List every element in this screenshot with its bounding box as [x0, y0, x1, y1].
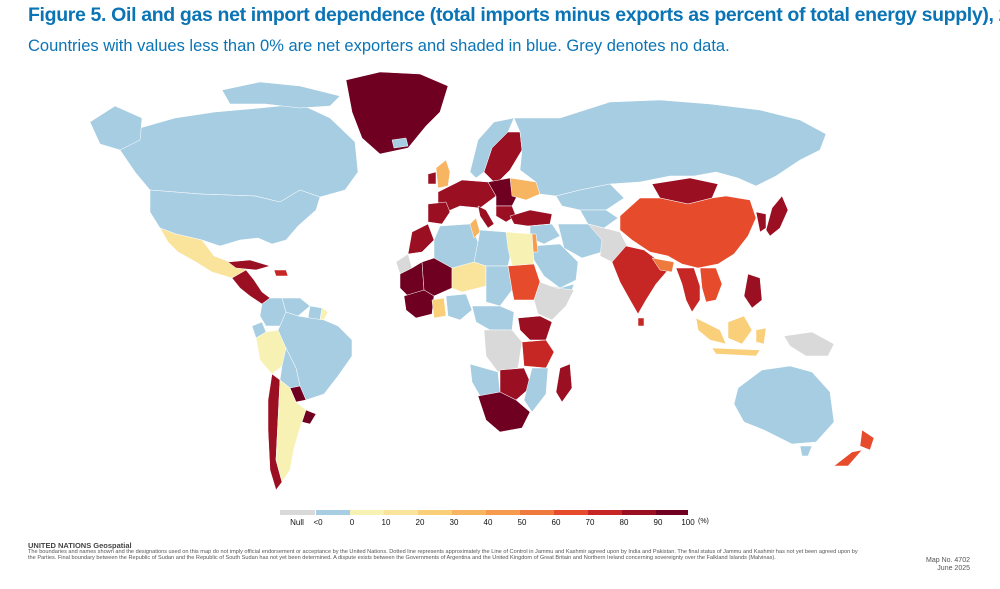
- united-kingdom: [435, 159, 451, 189]
- iceland: [391, 137, 409, 149]
- legend-label-40: 40: [483, 518, 493, 527]
- italy: [477, 205, 495, 229]
- turkey: [509, 209, 553, 227]
- southern-africa: [477, 391, 531, 433]
- brazil: [277, 311, 353, 401]
- alaska: [89, 105, 143, 151]
- tasmania: [799, 445, 813, 457]
- sulawesi: [755, 327, 767, 345]
- legend-swatch-c70-80: [588, 510, 622, 515]
- canada: [119, 103, 359, 203]
- legend-swatch-c10-20: [384, 510, 418, 515]
- west-africa-coast: [403, 289, 435, 319]
- footer-disclaimer: The boundaries and names shown and the d…: [28, 549, 858, 562]
- map-number-text: Map No. 4702: [926, 557, 970, 564]
- saudi-arabia: [531, 243, 579, 289]
- niger: [451, 261, 487, 293]
- canadian-arctic-islands: [221, 81, 341, 109]
- legend-label-80: 80: [619, 518, 629, 527]
- legend-label-90: 90: [653, 518, 663, 527]
- ethiopia-horn: [533, 281, 575, 321]
- java: [711, 347, 761, 357]
- morocco: [407, 223, 435, 255]
- map-legend: Null <0 0 10 20 30 40 50 60 70 80 90 100…: [280, 510, 740, 530]
- uruguay: [301, 409, 317, 425]
- borneo: [727, 315, 753, 345]
- tanzania: [521, 339, 555, 369]
- legend-swatch-c80-90: [622, 510, 656, 515]
- legend-swatch-c40-50: [486, 510, 520, 515]
- ireland: [427, 171, 437, 185]
- iberia: [427, 201, 451, 225]
- legend-label-50: 50: [517, 518, 527, 527]
- legend-label-10: 10: [381, 518, 391, 527]
- laos-vietnam: [699, 267, 723, 303]
- central-asia: [579, 209, 619, 229]
- legend-swatch-c90-100: [656, 510, 688, 515]
- map-date: June 2025: [937, 565, 970, 572]
- central-african-republic: [471, 305, 515, 331]
- legend-unit: (%): [698, 518, 709, 525]
- philippines: [743, 273, 763, 309]
- cuba: [227, 259, 271, 271]
- dr-congo: [483, 329, 523, 373]
- legend-label-0: 0: [349, 518, 355, 527]
- argentina: [275, 379, 307, 483]
- egypt: [505, 231, 535, 267]
- myanmar-thailand: [675, 267, 701, 313]
- malaysia-sumatra: [695, 317, 727, 345]
- legend-label-70: 70: [585, 518, 595, 527]
- legend-label-20: 20: [415, 518, 425, 527]
- russia: [513, 99, 827, 197]
- hispaniola: [273, 269, 289, 277]
- legend-null-swatch: [280, 510, 315, 515]
- legend-swatch-c50-60: [520, 510, 554, 515]
- uganda-kenya: [517, 315, 553, 341]
- legend-label-60: 60: [551, 518, 561, 527]
- nigeria: [445, 293, 473, 321]
- new-zealand-north: [859, 429, 875, 451]
- venezuela: [281, 297, 311, 317]
- zambia-zimbabwe: [499, 367, 533, 401]
- china: [619, 195, 757, 269]
- kazakhstan: [555, 183, 625, 211]
- legend-label-100: 100: [681, 518, 695, 527]
- new-guinea: [783, 331, 835, 357]
- legend-label-30: 30: [449, 518, 459, 527]
- legend-swatch-exporter: [316, 510, 350, 515]
- figure-subtitle: Countries with values less than 0% are n…: [28, 37, 730, 55]
- legend-swatch-c60-70: [554, 510, 588, 515]
- sudan: [507, 263, 541, 301]
- chad: [485, 265, 513, 307]
- ghana-ivory-coast: [431, 297, 447, 319]
- greenland: [345, 71, 449, 155]
- mozambique: [523, 367, 549, 413]
- map-number: Map No. 4702 June 2025: [926, 557, 970, 573]
- legend-swatch-c20-30: [418, 510, 452, 515]
- nepal-bangladesh: [651, 257, 675, 273]
- legend-null-label: Null: [290, 518, 304, 527]
- madagascar: [555, 363, 573, 403]
- koreas: [755, 211, 767, 233]
- japan: [765, 195, 789, 237]
- new-zealand-south: [833, 449, 863, 467]
- legend-label-lt0: <0: [313, 518, 323, 527]
- legend-swatch-c0-10: [350, 510, 384, 515]
- legend-swatch-c30-40: [452, 510, 486, 515]
- sri-lanka: [637, 317, 645, 327]
- footer-organization: UNITED NATIONS Geospatial: [28, 541, 132, 550]
- legend-color-scale: [316, 510, 688, 515]
- figure-title: Figure 5. Oil and gas net import depende…: [28, 4, 1000, 26]
- india: [611, 245, 669, 315]
- central-america: [231, 269, 271, 305]
- australia: [733, 365, 835, 445]
- world-map: [89, 71, 875, 491]
- ukraine-romania: [509, 177, 541, 201]
